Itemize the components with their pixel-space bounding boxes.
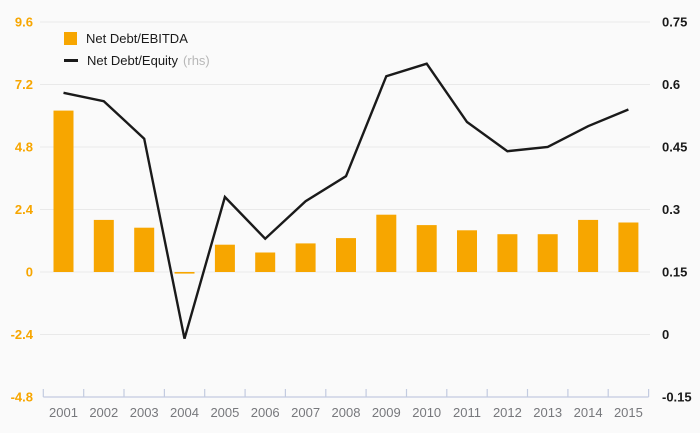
bar-2008 xyxy=(336,238,356,272)
bar-2009 xyxy=(376,214,397,272)
left-axis-label: -2.4 xyxy=(11,327,34,342)
x-axis-label-2006: 2006 xyxy=(251,405,280,420)
bar-2006 xyxy=(255,252,276,272)
left-axis-label: 0 xyxy=(26,265,33,280)
left-axis-label: 4.8 xyxy=(15,140,33,155)
right-axis-label: 0.15 xyxy=(662,265,687,280)
left-axis-label: 9.6 xyxy=(15,15,33,30)
x-axis-label-2005: 2005 xyxy=(210,405,239,420)
right-axis-label: 0.6 xyxy=(662,77,680,92)
x-axis-label-2002: 2002 xyxy=(89,405,118,420)
line-net-debt-equity xyxy=(63,62,629,340)
right-axis-label: 0 xyxy=(662,327,669,342)
x-axis-label-2010: 2010 xyxy=(412,405,441,420)
bar-2007 xyxy=(295,243,316,272)
x-axis-label-2013: 2013 xyxy=(533,405,562,420)
bar-2003 xyxy=(134,227,155,272)
bar-2014 xyxy=(578,219,599,272)
bar-2004 xyxy=(174,272,195,274)
bar-2002 xyxy=(93,219,114,272)
legend-label-line-series-text: Net Debt/Equity xyxy=(87,53,179,68)
bar-2001 xyxy=(53,110,74,272)
bar-2010 xyxy=(416,225,437,272)
legend-item-net-debt-ebitda: Net Debt/EBITDA xyxy=(64,31,210,46)
x-axis-label-2004: 2004 xyxy=(170,405,199,420)
chart-legend: Net Debt/EBITDA Net Debt/Equity (rhs) xyxy=(64,31,210,68)
bar-2013 xyxy=(537,234,558,272)
x-axis-label-2014: 2014 xyxy=(574,405,603,420)
x-axis-label-2009: 2009 xyxy=(372,405,401,420)
right-axis-label: 0.3 xyxy=(662,202,680,217)
x-axis-label-2008: 2008 xyxy=(332,405,361,420)
bar-2015 xyxy=(618,222,639,272)
bar-2012 xyxy=(497,234,518,272)
left-axis-label: 7.2 xyxy=(15,77,33,92)
right-axis-label: 0.45 xyxy=(662,140,687,155)
right-axis-label: -0.15 xyxy=(662,390,692,405)
left-axis-label: -4.8 xyxy=(11,390,33,405)
x-axis-label-2011: 2011 xyxy=(453,405,481,420)
x-axis-label-2001: 2001 xyxy=(49,405,78,420)
legend-label-bar-series: Net Debt/EBITDA xyxy=(86,31,188,46)
x-axis-label-2003: 2003 xyxy=(130,405,159,420)
rhs-note: (rhs) xyxy=(183,53,210,68)
right-axis-label: 0.75 xyxy=(662,15,687,30)
line-series-swatch-icon xyxy=(64,59,78,62)
bar-2005 xyxy=(214,244,235,272)
bar-series-swatch-icon xyxy=(64,32,77,45)
x-axis-label-2007: 2007 xyxy=(291,405,320,420)
x-axis-label-2012: 2012 xyxy=(493,405,522,420)
legend-item-net-debt-equity: Net Debt/Equity (rhs) xyxy=(64,53,210,68)
bar-2011 xyxy=(457,230,477,272)
left-axis-label: 2.4 xyxy=(15,202,34,217)
x-axis-label-2015: 2015 xyxy=(614,405,643,420)
legend-label-line-series: Net Debt/Equity (rhs) xyxy=(87,53,210,68)
